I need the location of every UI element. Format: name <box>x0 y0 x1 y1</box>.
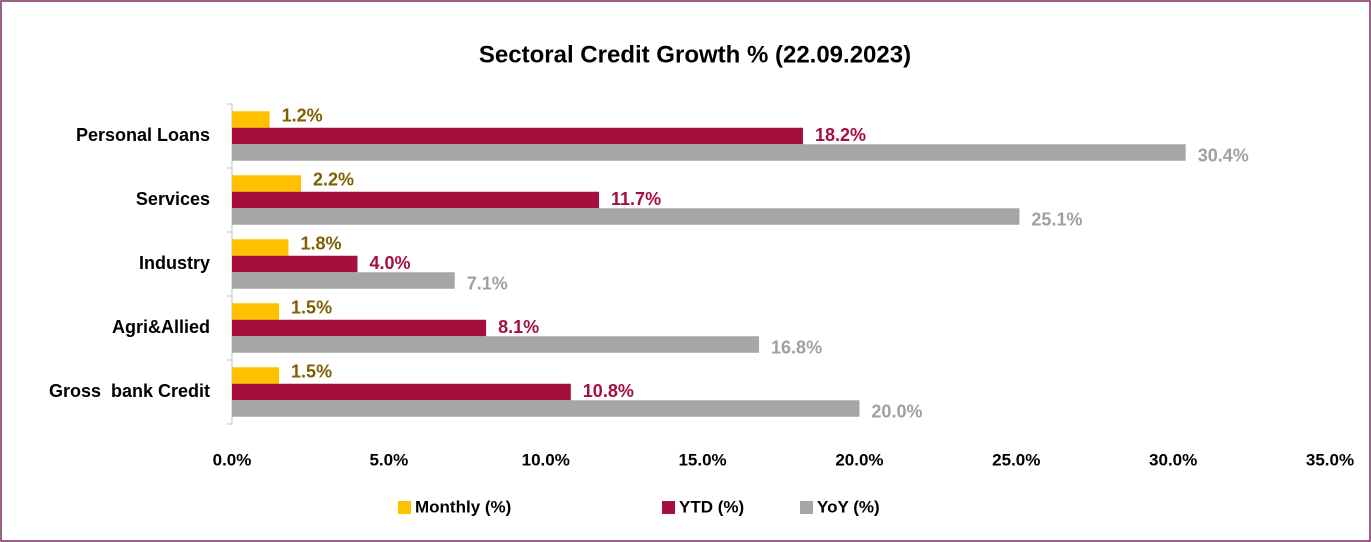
legend-swatch <box>662 501 675 514</box>
bar <box>232 144 1186 161</box>
legend-label: YoY (%) <box>817 497 880 516</box>
x-tick-label: 10.0% <box>522 450 570 469</box>
bar <box>232 303 280 320</box>
value-label: 10.8% <box>583 381 634 401</box>
x-tick-label: 0.0% <box>213 450 252 469</box>
category-label: Gross bank Credit <box>49 381 210 401</box>
x-tick-label: 25.0% <box>992 450 1040 469</box>
bar <box>232 336 760 353</box>
value-label: 1.2% <box>282 105 323 125</box>
bar <box>232 127 803 145</box>
value-label: 1.8% <box>300 233 341 253</box>
value-label: 2.2% <box>313 169 354 189</box>
bar <box>232 383 571 401</box>
x-tick-label: 15.0% <box>678 450 726 469</box>
category-label: Industry <box>139 253 210 273</box>
bar <box>232 400 860 417</box>
bar <box>232 175 302 192</box>
legend-swatch <box>398 501 411 514</box>
bar <box>232 272 455 289</box>
value-label: 16.8% <box>771 337 822 357</box>
bar <box>232 319 487 337</box>
bar <box>232 111 270 128</box>
legend-swatch <box>800 501 813 514</box>
category-label: Agri&Allied <box>112 317 210 337</box>
value-label: 1.5% <box>291 361 332 381</box>
x-tick-label: 5.0% <box>369 450 408 469</box>
bar <box>232 191 600 209</box>
value-label: 18.2% <box>815 125 866 145</box>
value-label: 8.1% <box>498 317 539 337</box>
bar <box>232 239 289 256</box>
category-label: Services <box>136 189 210 209</box>
value-label: 7.1% <box>467 273 508 293</box>
value-label: 4.0% <box>369 253 410 273</box>
legend-label: YTD (%) <box>679 497 744 516</box>
legend-label: Monthly (%) <box>415 497 511 516</box>
bar <box>232 367 280 384</box>
value-label: 11.7% <box>611 189 661 209</box>
value-label: 30.4% <box>1198 145 1249 165</box>
bar <box>232 255 358 273</box>
x-tick-label: 20.0% <box>835 450 883 469</box>
value-label: 20.0% <box>871 401 922 421</box>
x-tick-label: 35.0% <box>1306 450 1354 469</box>
category-label: Personal Loans <box>76 125 210 145</box>
value-label: 25.1% <box>1031 209 1082 229</box>
bar <box>232 208 1020 225</box>
chart-title: Sectoral Credit Growth % (22.09.2023) <box>479 41 911 68</box>
x-tick-label: 30.0% <box>1149 450 1197 469</box>
value-label: 1.5% <box>291 297 332 317</box>
